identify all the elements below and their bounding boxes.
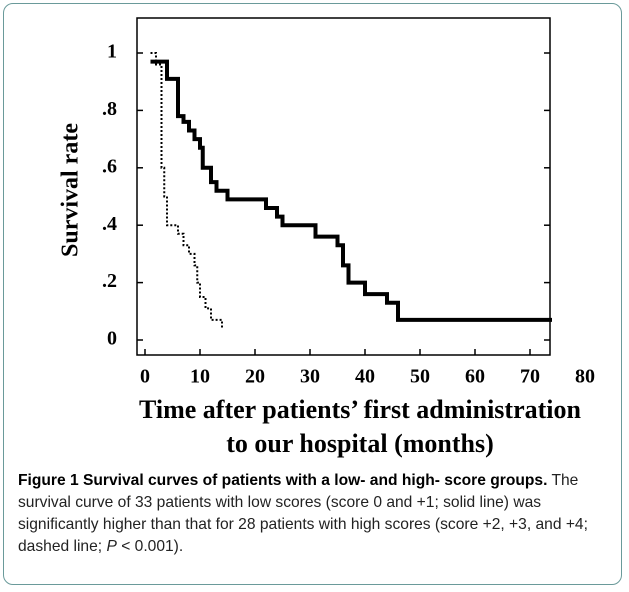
caption-text: The survival curve of 33 patients with l…	[18, 472, 588, 555]
chart: Survival rate Time after patients’ first…	[58, 17, 595, 458]
x-axis-title: Time after patients’ first administratio…	[139, 395, 581, 424]
plot-box	[136, 17, 551, 356]
x-tick-label: 70	[520, 366, 540, 388]
x-tick-label: 0	[140, 366, 150, 388]
figure-frame	[3, 3, 622, 585]
x-tick-label: 60	[465, 366, 485, 388]
caption-p: P	[106, 538, 117, 555]
y-axis-title: Survival rate	[58, 123, 84, 257]
x-tick-label: 40	[355, 366, 375, 388]
y-tick-label: .6	[102, 155, 117, 177]
y-tick-label: 0	[107, 328, 117, 350]
y-tick-label: 1	[107, 41, 117, 63]
survival-curve	[150, 52, 223, 329]
caption: Figure 1 Survival curves of patients wit…	[18, 470, 618, 558]
x-tick-label: 10	[190, 366, 210, 388]
x-axis-title: to our hospital (months)	[226, 429, 494, 458]
x-tick-label: 50	[410, 366, 430, 388]
caption-text: < 0.001).	[121, 538, 184, 555]
x-tick-label: 20	[245, 366, 265, 388]
x-tick-label: 30	[300, 366, 320, 388]
y-tick-label: .8	[102, 98, 117, 120]
y-tick-label: .4	[102, 213, 117, 235]
caption-title: Figure 1 Survival curves of patients wit…	[18, 472, 548, 489]
survival-curve	[150, 59, 552, 322]
x-tick-label: 80	[575, 366, 595, 388]
y-tick-label: .2	[102, 270, 117, 292]
